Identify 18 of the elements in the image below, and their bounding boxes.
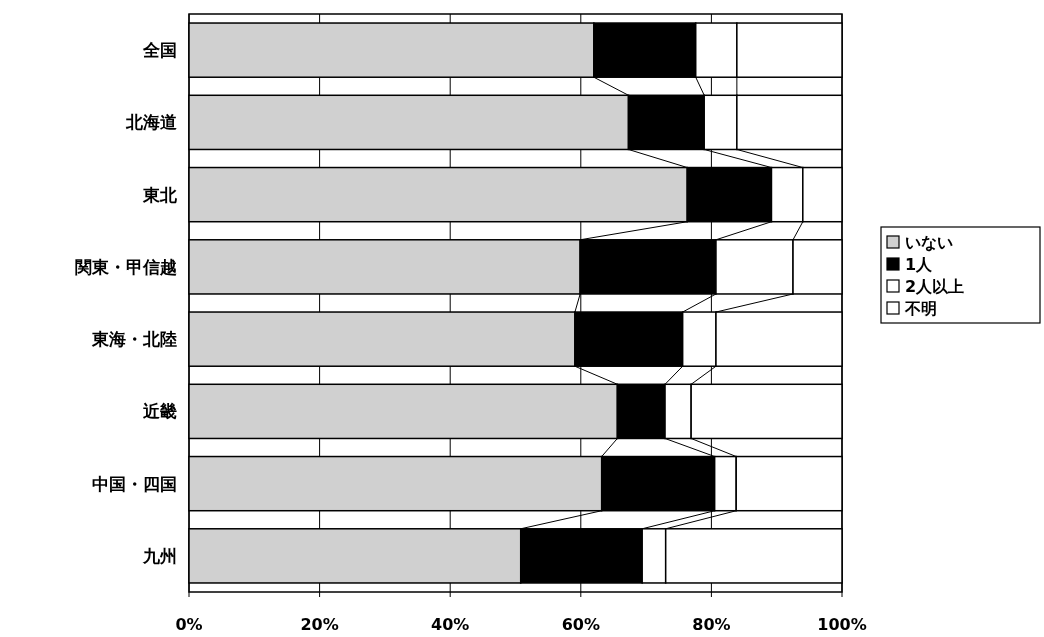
x-tick-label: 60% — [561, 615, 600, 634]
y-tick-label: 東海・北陸 — [91, 329, 177, 350]
legend-label: 不明 — [904, 299, 937, 318]
y-tick-label: 九州 — [142, 545, 177, 566]
y-tick-label: 中国・四国 — [92, 473, 177, 494]
x-tick-label: 80% — [692, 615, 731, 634]
y-tick-label: 北海道 — [125, 112, 177, 133]
x-tick-label: 0% — [175, 615, 203, 634]
y-tick-label: 全国 — [142, 40, 177, 61]
legend-label: いない — [905, 233, 953, 252]
y-tick-label: 近畿 — [142, 401, 177, 422]
y-tick-label: 東北 — [142, 184, 178, 205]
x-tick-label: 20% — [300, 615, 339, 634]
legend-label: 2人以上 — [905, 277, 965, 296]
x-tick-label: 40% — [431, 615, 470, 634]
legend-label: 1人 — [905, 255, 934, 274]
x-tick-label: 100% — [817, 615, 867, 634]
y-tick-label: 関東・甲信越 — [75, 256, 177, 277]
